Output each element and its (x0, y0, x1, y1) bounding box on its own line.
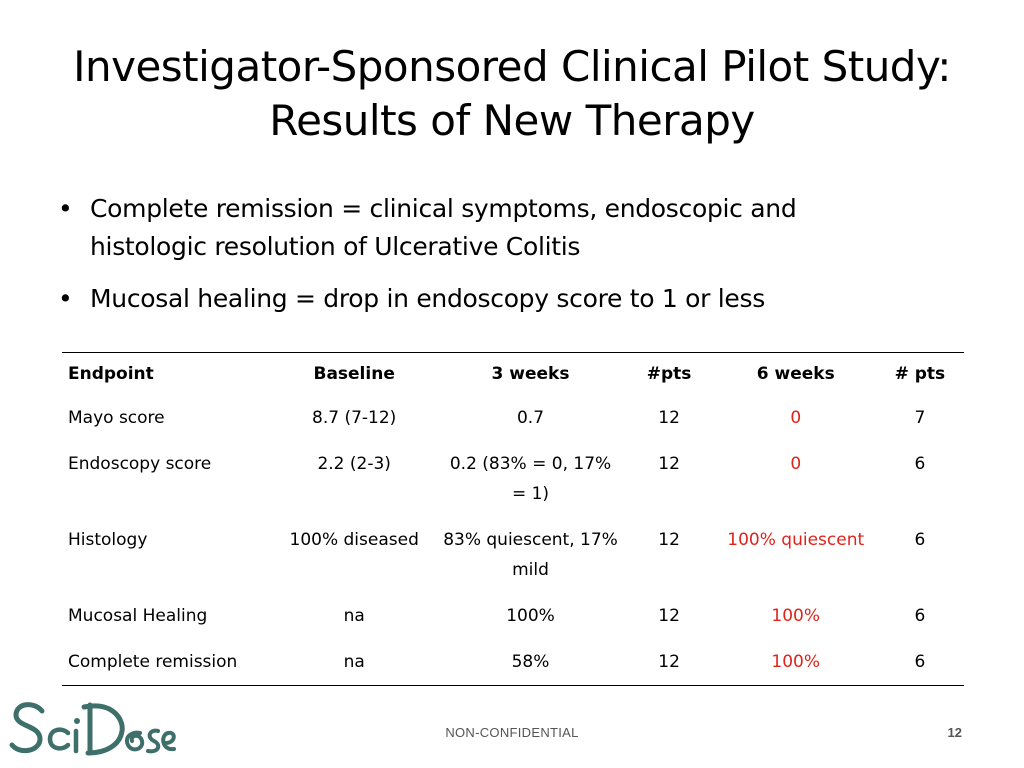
cell-3-weeks: 0.7 (516, 408, 545, 428)
slide-title-line-1: Investigator-Sponsored Clinical Pilot St… (73, 42, 951, 91)
cell-pts: 12 (658, 408, 680, 428)
scidose-logo-icon (9, 702, 176, 756)
cell-pts: 12 (658, 530, 680, 550)
bullet-text-line-1: Mucosal healing = drop in endoscopy scor… (90, 284, 765, 313)
cell-baseline: na (343, 606, 365, 626)
cell-6-weeks: 100% (771, 606, 821, 626)
results-table: Endpoint Baseline 3 weeks #pts 6 weeks #… (62, 352, 964, 686)
cell-pts-6: 6 (914, 652, 926, 672)
cell-pts: 12 (658, 606, 680, 626)
slide-title-line-2: Results of New Therapy (269, 96, 755, 145)
footer-confidentiality-label: NON-CONFIDENTIAL (445, 725, 579, 740)
cell-3-weeks: 100% (506, 606, 555, 626)
table-row: Mucosal Healing na 100% 12 100% 6 (62, 593, 964, 639)
cell-baseline: na (343, 652, 365, 672)
cell-pts-6: 6 (914, 530, 926, 550)
cell-pts: 12 (658, 652, 680, 672)
cell-pts-6: 6 (914, 454, 926, 474)
cell-pts-6: 7 (914, 408, 926, 428)
header-pts-3-weeks: #pts (646, 364, 692, 384)
cell-3-weeks: 58% (511, 652, 550, 672)
cell-6-weeks: 100% (771, 652, 821, 672)
cell-baseline: 8.7 (7-12) (312, 408, 397, 428)
table-row: Mayo score 8.7 (7-12) 0.7 12 0 7 (62, 395, 964, 441)
cell-pts: 12 (658, 454, 680, 474)
header-3-weeks: 3 weeks (491, 364, 570, 384)
cell-3-weeks: 83% quiescent, 17% mild (443, 530, 618, 580)
cell-baseline: 100% diseased (289, 530, 419, 550)
cell-endpoint: Mucosal Healing (68, 606, 208, 626)
header-endpoint: Endpoint (68, 364, 154, 384)
header-baseline: Baseline (313, 364, 395, 384)
table-header-row: Endpoint Baseline 3 weeks #pts 6 weeks #… (62, 353, 964, 396)
header-pts-6-weeks: # pts (894, 364, 946, 384)
bullet-item-complete-remission: • Complete remission = clinical symptoms… (58, 190, 918, 266)
bullet-list: • Complete remission = clinical symptoms… (58, 190, 918, 332)
bullet-item-mucosal-healing: • Mucosal healing = drop in endoscopy sc… (58, 280, 918, 318)
cell-endpoint: Endoscopy score (68, 454, 212, 474)
bullet-text-line-1: Complete remission = clinical symptoms, … (90, 194, 797, 223)
cell-endpoint: Complete remission (68, 652, 238, 672)
cell-6-weeks: 0 (790, 408, 802, 428)
header-6-weeks: 6 weeks (756, 364, 835, 384)
cell-6-weeks: 0 (790, 454, 802, 474)
cell-3-weeks: 0.2 (83% = 0, 17% = 1) (449, 454, 612, 504)
cell-6-weeks: 100% quiescent (727, 530, 865, 550)
cell-endpoint: Histology (68, 530, 148, 550)
table-row: Histology 100% diseased 83% quiescent, 1… (62, 517, 964, 593)
table-row: Complete remission na 58% 12 100% 6 (62, 639, 964, 686)
cell-endpoint: Mayo score (68, 408, 165, 428)
bullet-dot-icon: • (58, 194, 73, 223)
cell-baseline: 2.2 (2-3) (317, 454, 391, 474)
table-row: Endoscopy score 2.2 (2-3) 0.2 (83% = 0, … (62, 441, 964, 517)
bullet-dot-icon: • (58, 284, 73, 313)
page-number: 12 (947, 725, 962, 740)
cell-pts-6: 6 (914, 606, 926, 626)
slide-title: Investigator-Sponsored Clinical Pilot St… (40, 40, 984, 148)
bullet-text-line-2: histologic resolution of Ulcerative Coli… (90, 232, 581, 261)
